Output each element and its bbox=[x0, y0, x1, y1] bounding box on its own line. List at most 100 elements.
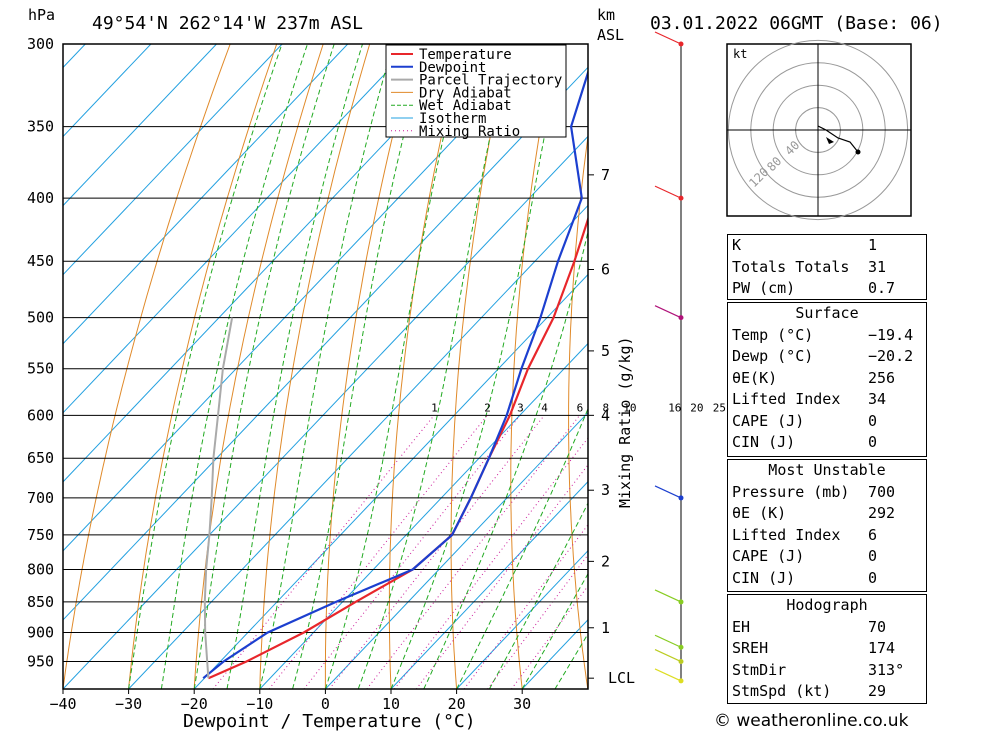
pressure-tick-label: 400 bbox=[27, 189, 54, 207]
most-unstable-label: Pressure (mb) bbox=[732, 482, 850, 501]
isotherm-line bbox=[63, 44, 545, 552]
most-unstable-row: θE (K) 292 bbox=[728, 503, 926, 525]
surface-label: Lifted Index bbox=[732, 390, 841, 408]
mixing-ratio-label: 20 bbox=[690, 401, 703, 414]
hodograph-end-point bbox=[855, 149, 861, 155]
surface-row: CIN (J) 0 bbox=[728, 432, 926, 454]
profile-series bbox=[202, 69, 588, 680]
legend-box bbox=[385, 44, 567, 138]
mixing-ratio-label: 10 bbox=[623, 401, 636, 414]
isotherm-line bbox=[63, 44, 217, 207]
x-tick-label: −10 bbox=[246, 695, 273, 713]
wind-barb bbox=[654, 589, 682, 603]
mixing-ratio-label: 3 bbox=[517, 401, 524, 414]
km-label: km bbox=[597, 6, 615, 24]
asl-label: ASL bbox=[597, 26, 624, 44]
isotherm-line bbox=[259, 342, 588, 689]
surface-label: θE(K) bbox=[732, 368, 778, 387]
pw-row: PW (cm) 0.7 bbox=[732, 279, 896, 297]
isotherm-line bbox=[63, 66, 588, 621]
isotherm-line bbox=[63, 44, 283, 276]
wind-barb bbox=[654, 634, 682, 648]
pressure-tick-label: 550 bbox=[27, 360, 54, 378]
legend-entry: Temperature bbox=[419, 47, 512, 63]
hodograph-table-value: 70 bbox=[868, 617, 887, 636]
most-unstable-title: Most Unstable bbox=[768, 461, 886, 479]
surface-row: θE(K) 256 bbox=[728, 368, 926, 390]
x-tick-label: −30 bbox=[115, 695, 142, 713]
isotherm-line bbox=[456, 549, 588, 689]
legend-entry: Wet Adiabat bbox=[419, 98, 512, 114]
hodograph-table-label: StmSpd (kt) bbox=[732, 682, 832, 700]
wet-adiabat-line bbox=[521, 572, 588, 689]
dry-adiabat-line bbox=[928, 44, 1000, 689]
mixing-ratio-label: 8 bbox=[603, 401, 610, 414]
surface-row: Lifted Index 34 bbox=[728, 389, 926, 411]
mixing-ratio-label: 4 bbox=[541, 401, 548, 414]
axes: 3003504004505005506006507007508008509009… bbox=[27, 35, 531, 713]
hodograph-trace bbox=[817, 125, 859, 153]
most-unstable-label: Lifted Index bbox=[732, 525, 841, 544]
series-dewpoint bbox=[202, 69, 588, 680]
most-unstable-value: 0 bbox=[868, 547, 878, 565]
km-tick-label: LCL bbox=[608, 669, 635, 687]
isotherm-line bbox=[63, 44, 414, 414]
mixing-ratio-axis-label: Mixing Ratio (g/kg) bbox=[616, 336, 634, 508]
mixing-ratio-line bbox=[303, 414, 521, 689]
hodograph-table-title: Hodograph bbox=[786, 596, 868, 614]
plot-frame bbox=[62, 43, 589, 690]
hodograph-table-panel: Hodograph EH 70 SREH 174 StmDir 313° StmSpd (k… bbox=[727, 594, 927, 704]
pressure-tick-label: 950 bbox=[27, 653, 54, 671]
wet-adiabat-line bbox=[423, 229, 588, 689]
x-tick-label: −20 bbox=[181, 695, 208, 713]
isotherm-line bbox=[390, 480, 588, 689]
legend-entry: Parcel Trajectory bbox=[419, 73, 562, 89]
pressure-tick-label: 900 bbox=[27, 624, 54, 642]
km-tick-label: 6 bbox=[601, 260, 610, 278]
surface-value: −20.2 bbox=[868, 347, 914, 365]
x-tick-label: 10 bbox=[382, 695, 400, 713]
surface-label: Dewp (°C) bbox=[732, 347, 814, 365]
wind-barb bbox=[654, 668, 682, 682]
hpa-label: hPa bbox=[28, 6, 55, 24]
pressure-tick-label: 450 bbox=[27, 252, 54, 270]
surface-label: CIN (J) bbox=[732, 433, 796, 451]
mixing-ratio-line bbox=[366, 414, 580, 689]
pressure-tick-label: 850 bbox=[27, 593, 54, 611]
mixing-ratio-label: 1 bbox=[431, 401, 438, 414]
km-axis: 7 6 5 4 3 2 1 LCL bbox=[588, 166, 635, 687]
wind-barb bbox=[654, 485, 682, 499]
credit-link[interactable]: © weatheronline.co.uk bbox=[714, 711, 909, 731]
mixing-ratio-label: 25 bbox=[713, 401, 726, 414]
hodograph-table-label: StmDir bbox=[732, 660, 787, 679]
km-tick-label: 1 bbox=[601, 619, 610, 637]
dry-adiabat-line bbox=[679, 44, 719, 689]
mixing-ratio-line bbox=[329, 414, 545, 689]
surface-value: 0 bbox=[868, 433, 878, 451]
pressure-tick-label: 750 bbox=[27, 526, 54, 544]
most-unstable-label: CIN (J) bbox=[732, 568, 796, 587]
dry-adiabat-line bbox=[974, 44, 1000, 689]
km-tick-label: 7 bbox=[601, 166, 610, 184]
hodograph-table-row: StmSpd (kt) 29 bbox=[728, 681, 926, 703]
km-tick-label: 2 bbox=[601, 552, 610, 570]
most-unstable-value: 292 bbox=[868, 504, 896, 522]
surface-value: 34 bbox=[868, 390, 887, 408]
isobars bbox=[63, 43, 588, 663]
most-unstable-row: CIN (J) 0 bbox=[728, 568, 926, 590]
most-unstable-panel: Most Unstable Pressure (mb) 700 θE (K) 292 L… bbox=[727, 459, 927, 592]
surface-row: Temp (°C) −19.4 bbox=[728, 325, 926, 347]
pressure-tick-label: 600 bbox=[27, 406, 54, 424]
most-unstable-value: 0 bbox=[868, 568, 878, 587]
surface-row: CAPE (J) 0 bbox=[728, 411, 926, 433]
km-tick-label: 3 bbox=[601, 481, 610, 499]
pressure-tick-label: 650 bbox=[27, 449, 54, 467]
mixing-ratio-line bbox=[394, 437, 588, 689]
isotherm-line bbox=[63, 44, 349, 345]
isotherm-line bbox=[325, 411, 588, 689]
surface-value: 256 bbox=[868, 368, 896, 387]
